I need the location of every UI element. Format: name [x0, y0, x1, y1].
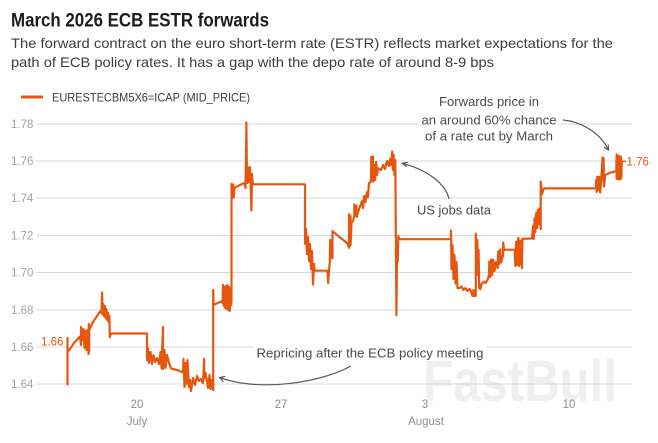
svg-text:20: 20 [131, 399, 144, 411]
svg-text:US jobs data: US jobs data [417, 203, 492, 218]
svg-text:The forward contract on the eu: The forward contract on the euro short-t… [11, 35, 613, 51]
svg-text:Repricing after the ECB policy: Repricing after the ECB policy meeting [257, 346, 484, 361]
svg-text:3: 3 [422, 399, 428, 411]
svg-text:1.76: 1.76 [627, 156, 649, 168]
svg-text:EURESTECBM5X6=ICAP (MID_PRICE): EURESTECBM5X6=ICAP (MID_PRICE) [52, 91, 250, 105]
svg-text:10: 10 [563, 399, 576, 411]
svg-text:1.74: 1.74 [11, 193, 34, 205]
svg-text:March 2026 ECB ESTR forwards: March 2026 ECB ESTR forwards [11, 10, 269, 32]
svg-text:of a rate cut by March: of a rate cut by March [425, 129, 553, 144]
svg-text:1.66: 1.66 [11, 342, 33, 354]
svg-text:27: 27 [275, 399, 288, 411]
svg-text:July: July [127, 416, 148, 428]
svg-text:1.70: 1.70 [11, 268, 33, 280]
svg-text:1.78: 1.78 [11, 119, 33, 131]
svg-text:1.76: 1.76 [11, 156, 33, 168]
svg-text:an around 60% chance: an around 60% chance [422, 113, 557, 128]
svg-text:1.64: 1.64 [11, 379, 34, 391]
svg-text:path of ECB policy rates. It h: path of ECB policy rates. It has a gap w… [11, 54, 494, 70]
svg-text:1.68: 1.68 [11, 305, 33, 317]
svg-text:August: August [408, 416, 445, 428]
svg-text:1.72: 1.72 [11, 231, 33, 243]
svg-text:Forwards price in: Forwards price in [439, 94, 539, 109]
svg-text:1.66: 1.66 [41, 337, 63, 349]
